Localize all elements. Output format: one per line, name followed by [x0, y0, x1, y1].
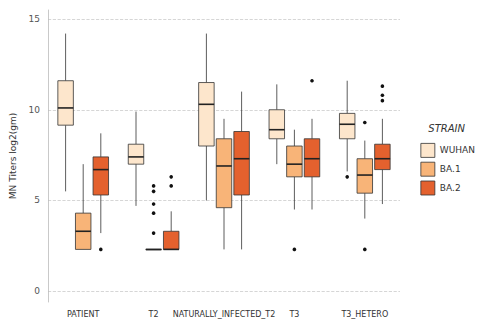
- svg-text:10: 10: [29, 105, 41, 115]
- svg-text:15: 15: [29, 14, 40, 24]
- svg-text:PATIENT: PATIENT: [67, 310, 99, 319]
- svg-text:BA.1: BA.1: [440, 164, 461, 174]
- svg-text:T2: T2: [148, 310, 159, 319]
- svg-text:WUHAN: WUHAN: [440, 145, 475, 155]
- svg-text:STRAIN: STRAIN: [428, 123, 465, 134]
- svg-text:0: 0: [34, 286, 40, 296]
- svg-text:5: 5: [34, 195, 40, 205]
- svg-text:T3: T3: [288, 310, 299, 319]
- svg-text:T3_HETERO: T3_HETERO: [340, 310, 388, 319]
- svg-text:NATURALLY_INFECTED_T2: NATURALLY_INFECTED_T2: [173, 310, 276, 319]
- svg-text:BA.2: BA.2: [440, 183, 461, 193]
- svg-text:MN Titers log2(gm): MN Titers log2(gm): [8, 113, 18, 199]
